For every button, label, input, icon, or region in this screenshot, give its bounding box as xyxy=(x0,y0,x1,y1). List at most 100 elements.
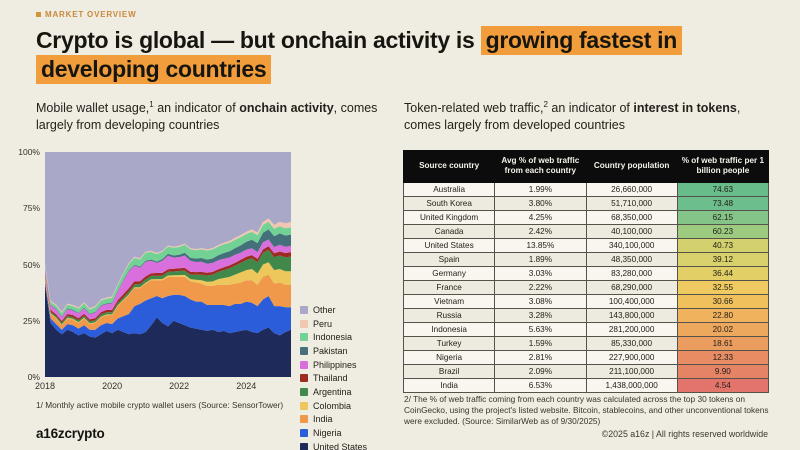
eyebrow-square-icon xyxy=(36,12,41,17)
cell-score: 40.73 xyxy=(676,237,770,253)
cell-population: 85,330,000 xyxy=(585,335,678,351)
cell-population: 100,400,000 xyxy=(585,293,678,309)
cell-population: 143,800,000 xyxy=(585,307,678,323)
left-subtitle-text: Mobile wallet usage, xyxy=(36,101,150,116)
y-tick-50: 50% xyxy=(22,259,40,270)
stacked-area-chart: 0% 25% 50% 75% 100% 2018 2020 2022 2024 Other Pe… xyxy=(0,147,400,450)
table-header-avg-of-web-traffic-from-: Avg % of web traffic from each country xyxy=(494,150,587,183)
legend-label: Other xyxy=(313,304,336,315)
legend-item-colombia: Colombia xyxy=(300,399,367,413)
cell-traffic: 2.09% xyxy=(494,363,587,379)
legend-item-argentina: Argentina xyxy=(300,385,367,399)
cell-population: 26,660,000 xyxy=(585,181,678,197)
cell-population: 1,438,000,000 xyxy=(585,377,678,393)
table-body: Australia 1.99% 26,660,000 74.63 South Korea… xyxy=(402,181,770,393)
legend-item-united-states: United States xyxy=(300,440,367,450)
legend-label: Peru xyxy=(313,318,333,329)
table-row-australia: Australia 1.99% 26,660,000 74.63 xyxy=(402,181,770,197)
y-tick-25: 25% xyxy=(22,315,40,326)
cell-population: 211,100,000 xyxy=(585,363,678,379)
right-subtitle: Token-related web traffic,2 an indicator… xyxy=(404,100,779,134)
legend-label: Pakistan xyxy=(313,345,348,356)
cell-score: 60.23 xyxy=(676,223,770,239)
table-row-germany: Germany 3.03% 83,280,000 36.44 xyxy=(402,265,770,281)
x-tick-2022: 2022 xyxy=(169,381,190,391)
table-header-country-population: Country population xyxy=(585,150,678,183)
legend-swatch-pakistan xyxy=(300,346,308,355)
a16zcrypto-logo: a16zcrypto xyxy=(36,426,105,441)
cell-traffic: 1.59% xyxy=(494,335,587,351)
chart-plot-area xyxy=(45,152,291,377)
page-title: Crypto is global — but onchain activity … xyxy=(36,26,776,85)
left-footnote: 1/ Monthly active mobile crypto wallet u… xyxy=(36,400,284,410)
legend-item-pakistan: Pakistan xyxy=(300,344,367,358)
area-india xyxy=(45,274,291,330)
area-pakistan xyxy=(45,229,291,317)
eyebrow: MARKET OVERVIEW xyxy=(36,10,136,19)
cell-country: France xyxy=(402,279,496,295)
cell-traffic: 3.80% xyxy=(494,195,587,211)
cell-country: Germany xyxy=(402,265,496,281)
table-row-russia: Russia 3.28% 143,800,000 22.80 xyxy=(402,307,770,323)
cell-score: 74.63 xyxy=(676,181,770,197)
cell-country: Turkey xyxy=(402,335,496,351)
copyright-text: ©2025 a16z | All rights reserved worldwi… xyxy=(601,429,768,439)
legend-swatch-nigeria xyxy=(300,429,308,438)
left-subtitle-mid: an indicator of xyxy=(153,101,240,116)
cell-population: 227,900,000 xyxy=(585,349,678,365)
cell-score: 62.15 xyxy=(676,209,770,225)
right-subtitle-bold: interest in tokens xyxy=(633,101,737,116)
legend-swatch-colombia xyxy=(300,401,308,410)
cell-population: 68,350,000 xyxy=(585,209,678,225)
legend-label: United States xyxy=(313,441,368,450)
cell-population: 340,100,000 xyxy=(585,237,678,253)
legend-label: Argentina xyxy=(313,386,352,397)
web-traffic-table: Source country Avg % of web traffic from … xyxy=(402,150,770,393)
table-row-nigeria: Nigeria 2.81% 227,900,000 12.33 xyxy=(402,349,770,365)
cell-country: Russia xyxy=(402,307,496,323)
legend-swatch-other xyxy=(300,305,308,314)
area-argentina xyxy=(45,249,291,325)
cell-country: Nigeria xyxy=(402,349,496,365)
title-highlight-2: developing countries xyxy=(36,55,272,85)
cell-traffic: 3.08% xyxy=(494,293,587,309)
left-subtitle-post: , comes largely from developing countrie… xyxy=(36,101,378,133)
table-row-brazil: Brazil 2.09% 211,100,000 9.90 xyxy=(402,363,770,379)
table-row-france: France 2.22% 68,290,000 32.55 xyxy=(402,279,770,295)
footnote-marker-2: 2 xyxy=(543,100,548,109)
y-tick-0: 0% xyxy=(27,372,40,382)
cell-population: 40,100,000 xyxy=(585,223,678,239)
table-header-row: Source country Avg % of web traffic from … xyxy=(402,150,770,183)
legend-item-nigeria: Nigeria xyxy=(300,426,367,440)
cell-country: Australia xyxy=(402,181,496,197)
cell-country: United Kingdom xyxy=(402,209,496,225)
legend-label: Indonesia xyxy=(313,332,353,343)
right-subtitle-post: , comes largely from developed countries xyxy=(404,101,741,133)
legend-swatch-peru xyxy=(300,319,308,328)
y-tick-75: 75% xyxy=(22,203,40,214)
cell-traffic: 4.25% xyxy=(494,209,587,225)
eyebrow-label: MARKET OVERVIEW xyxy=(45,10,137,19)
cell-traffic: 2.42% xyxy=(494,223,587,239)
cell-country: South Korea xyxy=(402,195,496,211)
legend-swatch-india xyxy=(300,415,308,424)
cell-score: 4.54 xyxy=(676,377,770,393)
legend-item-thailand: Thailand xyxy=(300,371,367,385)
right-footnote: 2/ The % of web traffic coming from each… xyxy=(404,394,769,427)
chart-legend: Other Peru Indonesia Pakistan Philippines Tha… xyxy=(300,303,367,450)
cell-traffic: 2.81% xyxy=(494,349,587,365)
cell-traffic: 6.53% xyxy=(494,377,587,393)
y-tick-100: 100% xyxy=(18,147,40,157)
legend-swatch-united-states xyxy=(300,442,308,450)
cell-score: 12.33 xyxy=(676,349,770,365)
cell-traffic: 5.63% xyxy=(494,321,587,337)
legend-item-other: Other xyxy=(300,303,367,317)
table-row-vietnam: Vietnam 3.08% 100,400,000 30.66 xyxy=(402,293,770,309)
legend-label: Thailand xyxy=(313,373,348,384)
legend-label: Nigeria xyxy=(313,428,342,439)
cell-population: 281,200,000 xyxy=(585,321,678,337)
legend-swatch-philippines xyxy=(300,360,308,369)
cell-country: Indonesia xyxy=(402,321,496,337)
cell-country: India xyxy=(402,377,496,393)
cell-score: 22.80 xyxy=(676,307,770,323)
